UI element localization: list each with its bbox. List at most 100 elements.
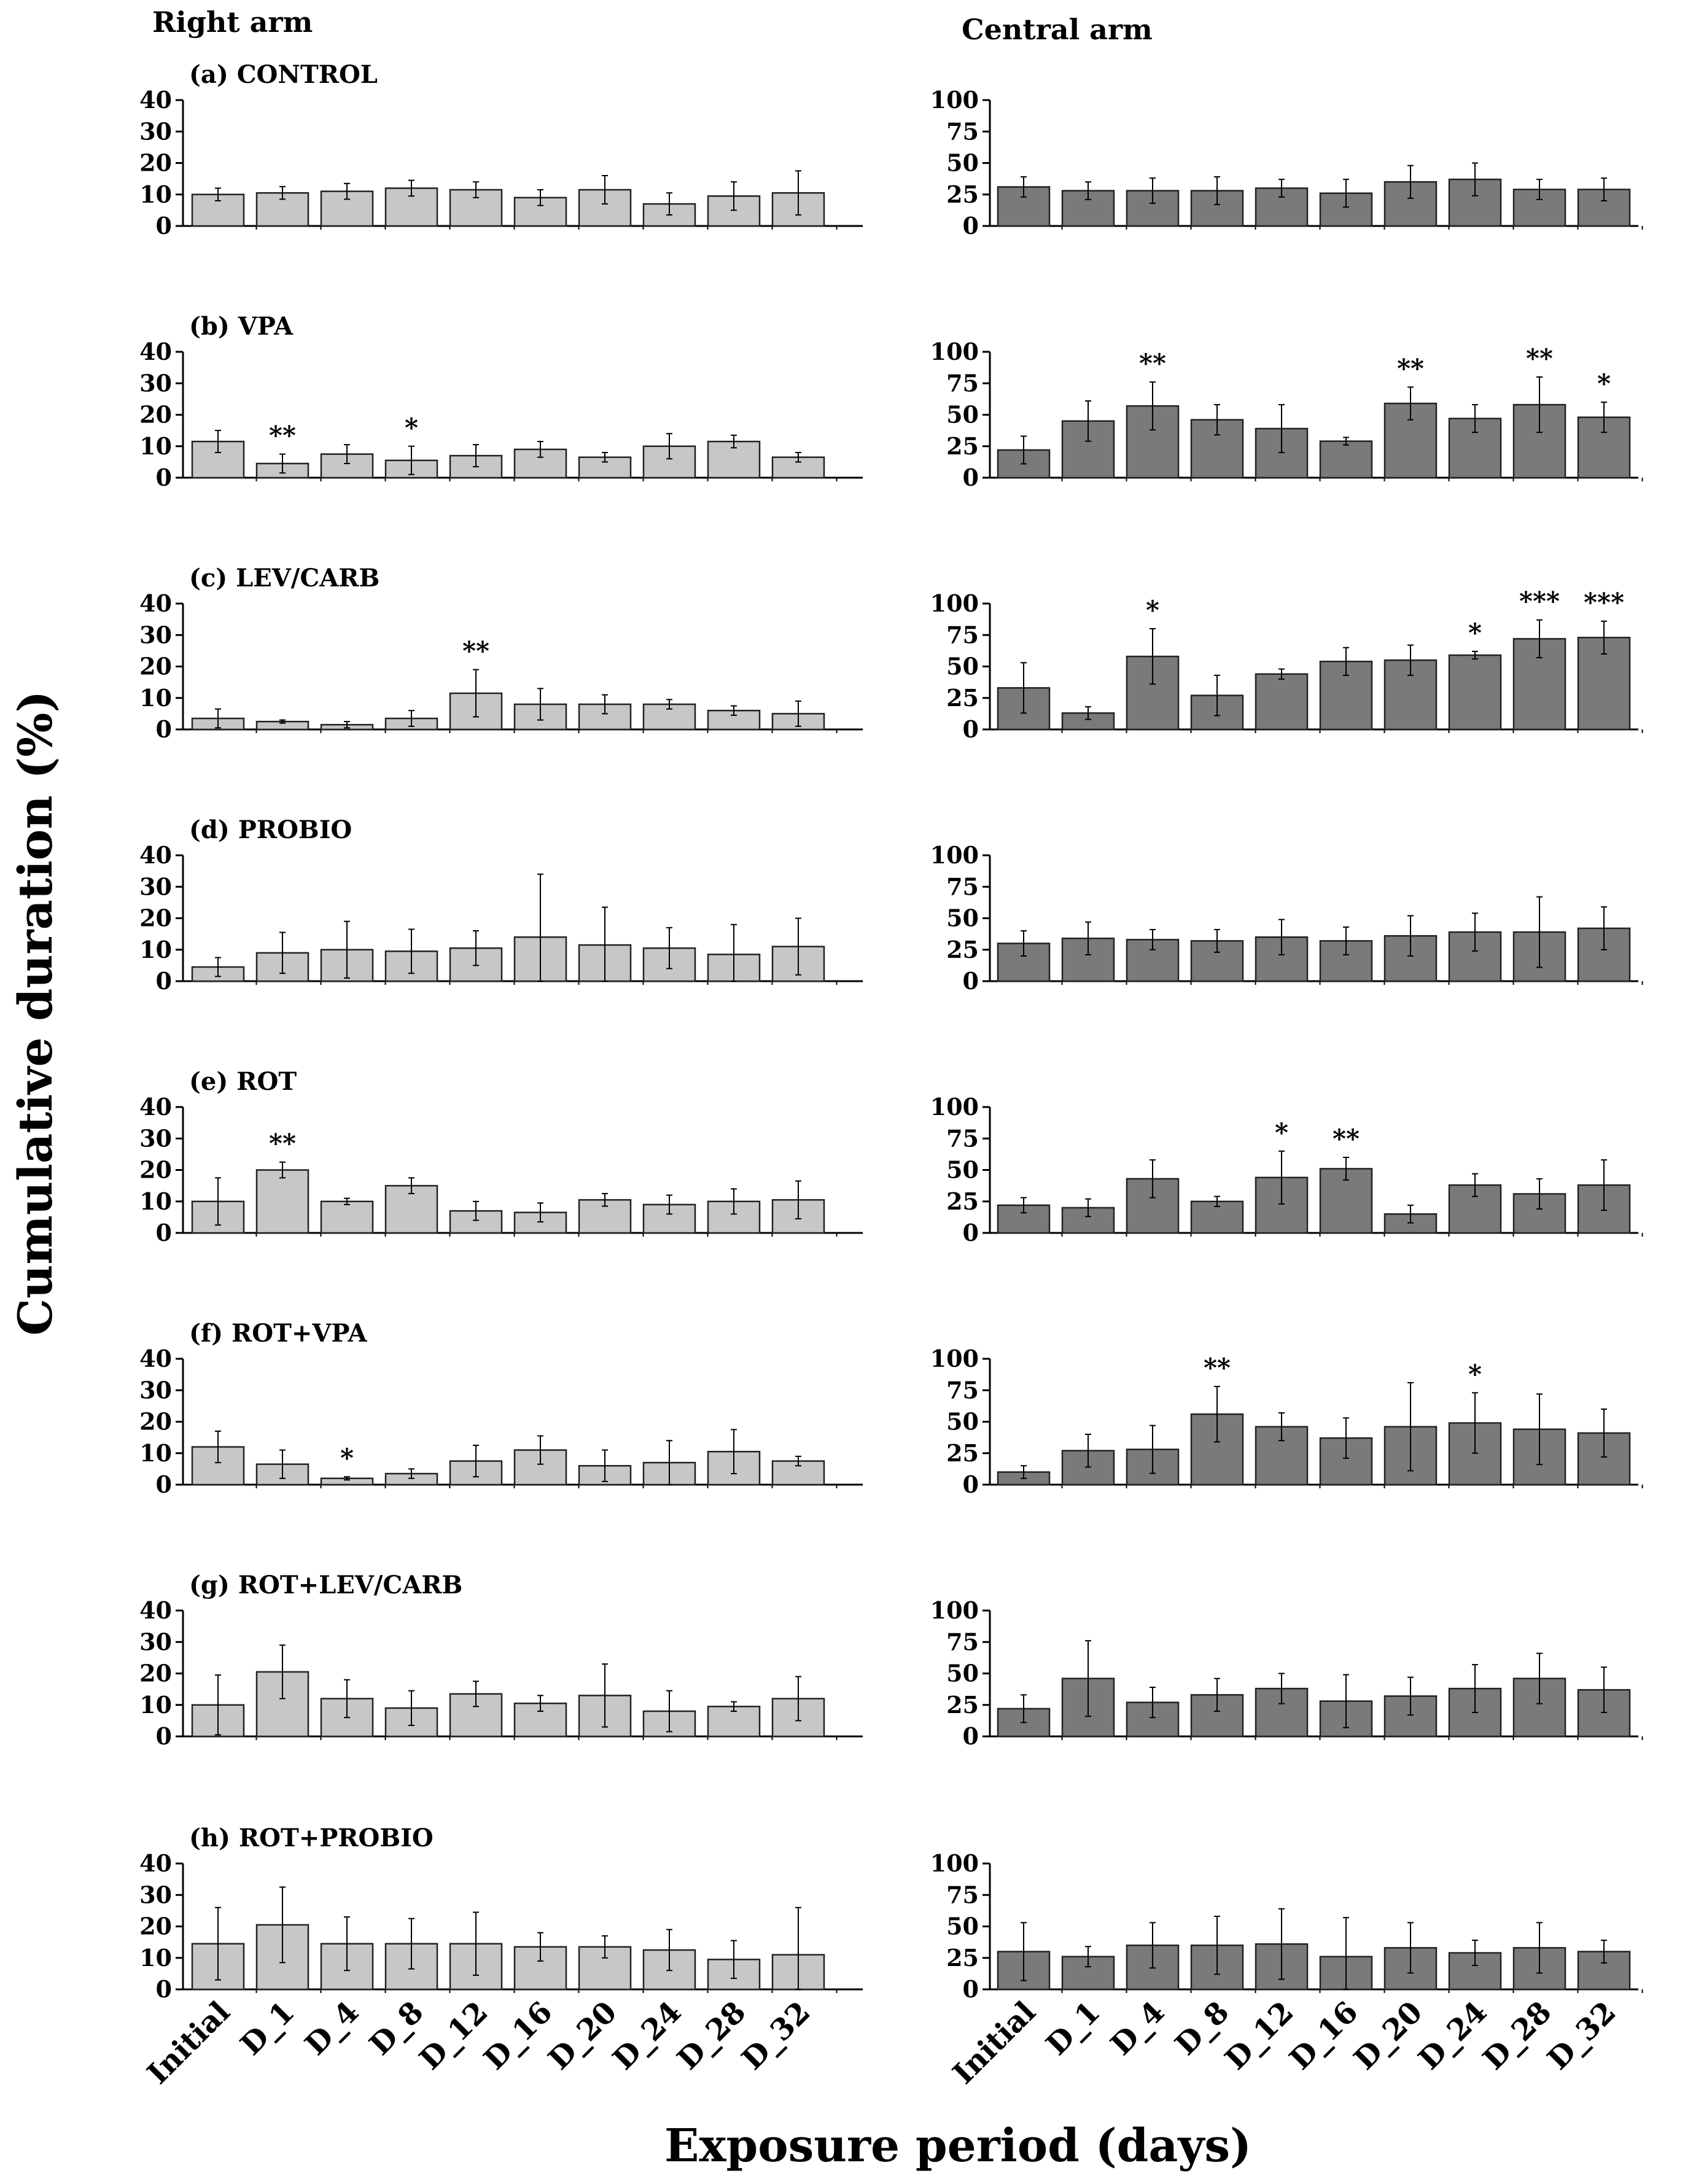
y-axis-title: Cumulative duration (%) — [8, 691, 63, 1336]
x-tick-label: D_16 — [1283, 1995, 1364, 2077]
y-tick-label: 20 — [139, 401, 172, 429]
y-tick-label: 100 — [930, 1596, 979, 1624]
x-tick-label: Initial — [141, 1995, 237, 2091]
y-tick-label: 100 — [930, 589, 979, 617]
y-tick-label: 10 — [139, 181, 172, 208]
y-tick-label: 75 — [946, 1124, 979, 1152]
y-tick-label: 40 — [139, 841, 172, 869]
y-tick-label: 25 — [946, 936, 979, 963]
bar-chart-panel: (e) ROT 0 10 20 30 40 ** — [139, 1067, 863, 1246]
y-tick-label: 30 — [139, 1376, 172, 1404]
x-tick-label: D_12 — [413, 1995, 494, 2077]
y-tick-label: 50 — [946, 149, 979, 177]
y-tick-label: 0 — [156, 967, 172, 995]
panel-title: (a) CONTROL — [189, 60, 378, 89]
y-tick-label: 75 — [946, 1628, 979, 1655]
y-tick-label: 0 — [156, 715, 172, 743]
x-axis-title: Exposure period (days) — [664, 2120, 1251, 2172]
y-tick-label: 100 — [930, 1345, 979, 1372]
y-tick-label: 50 — [946, 1913, 979, 1940]
y-tick-label: 75 — [946, 872, 979, 900]
bar — [1319, 440, 1373, 479]
x-tick-label: D_24 — [1412, 1995, 1493, 2077]
y-tick-label: 0 — [963, 1975, 979, 2003]
column-title-central-arm: Central arm — [962, 13, 1153, 46]
y-tick-label: 50 — [946, 401, 979, 429]
y-tick-label: 25 — [946, 684, 979, 712]
significance-marker: ** — [269, 1129, 296, 1159]
y-tick-label: 25 — [946, 432, 979, 460]
bar-chart-panel: (a) CONTROL 0 10 20 30 40 — [139, 60, 863, 239]
bar — [255, 1169, 309, 1234]
y-tick-label: 100 — [930, 841, 979, 869]
bar — [1383, 402, 1438, 479]
bar-chart-panel: 0255075100InitialD_1D_4D_8D_12D_16D_20D_… — [930, 1849, 1643, 2091]
y-tick-label: 40 — [139, 1596, 172, 1624]
y-tick-label: 75 — [946, 1881, 979, 1908]
y-tick-label: 0 — [156, 1219, 172, 1246]
bar-chart-panel: (h) ROT+PROBIO010203040InitialD_1D_4D_8D… — [139, 1824, 863, 2091]
y-tick-label: 0 — [156, 1471, 172, 1498]
bar — [1255, 1176, 1309, 1234]
x-tick-label: D_16 — [477, 1995, 559, 2077]
bar — [1319, 1168, 1373, 1234]
bar — [320, 1200, 374, 1234]
y-tick-label: 0 — [156, 1975, 172, 2003]
y-tick-label: 10 — [139, 1439, 172, 1467]
y-tick-label: 75 — [946, 621, 979, 648]
significance-marker: * — [1275, 1117, 1288, 1148]
significance-marker: ** — [1139, 348, 1166, 378]
x-tick-label: D_20 — [542, 1995, 623, 2077]
y-tick-label: 75 — [946, 369, 979, 397]
y-tick-label: 25 — [946, 1944, 979, 1972]
x-tick-label: D_32 — [735, 1995, 817, 2077]
significance-marker: ** — [1397, 353, 1424, 383]
y-tick-label: 50 — [946, 904, 979, 932]
y-tick-label: 40 — [139, 589, 172, 617]
y-tick-label: 100 — [930, 1093, 979, 1121]
y-tick-label: 0 — [963, 212, 979, 239]
y-tick-label: 10 — [139, 684, 172, 712]
significance-marker: * — [1146, 595, 1159, 625]
x-tick-label: D_32 — [1541, 1995, 1622, 2077]
significance-marker: * — [405, 413, 418, 443]
y-tick-label: 20 — [139, 653, 172, 680]
bar-chart-panel: (c) LEV/CARB 0 10 20 30 40 ** — [139, 564, 863, 743]
x-tick-label: D_4 — [1104, 1995, 1172, 2062]
y-tick-label: 20 — [139, 1156, 172, 1184]
y-tick-label: 25 — [946, 181, 979, 208]
y-tick-label: 30 — [139, 369, 172, 397]
y-tick-label: 0 — [156, 1722, 172, 1750]
panel-title: (b) VPA — [189, 312, 294, 341]
y-tick-label: 100 — [930, 86, 979, 114]
x-tick-label: D_24 — [606, 1995, 688, 2077]
significance-marker: * — [1468, 1359, 1482, 1389]
y-tick-label: 50 — [946, 1660, 979, 1687]
bar-chart-panel: 0 25 50 75 100 — [930, 86, 1643, 239]
y-tick-label: 50 — [946, 1408, 979, 1436]
x-tick-label: D_4 — [298, 1995, 366, 2062]
y-tick-label: 20 — [139, 1660, 172, 1687]
bar-chart-panel: (d) PROBIO 0 10 20 30 40 — [139, 815, 863, 995]
bar-chart-panel: (f) ROT+VPA 0 10 20 30 40 * — [139, 1319, 863, 1498]
x-tick-label: D_20 — [1347, 1995, 1429, 2077]
y-tick-label: 10 — [139, 1187, 172, 1215]
significance-marker: ** — [462, 636, 489, 666]
y-tick-label: 20 — [139, 904, 172, 932]
x-tick-label: D_28 — [1476, 1995, 1558, 2077]
y-tick-label: 0 — [963, 715, 979, 743]
y-tick-label: 30 — [139, 1628, 172, 1655]
significance-marker: *** — [1519, 586, 1560, 616]
y-tick-label: 100 — [930, 338, 979, 365]
y-tick-label: 40 — [139, 338, 172, 365]
panel-title: (h) ROT+PROBIO — [189, 1824, 434, 1852]
y-tick-label: 40 — [139, 86, 172, 114]
significance-marker: ** — [1526, 343, 1553, 373]
panel-title: (f) ROT+VPA — [189, 1319, 368, 1348]
y-tick-label: 20 — [139, 1913, 172, 1940]
